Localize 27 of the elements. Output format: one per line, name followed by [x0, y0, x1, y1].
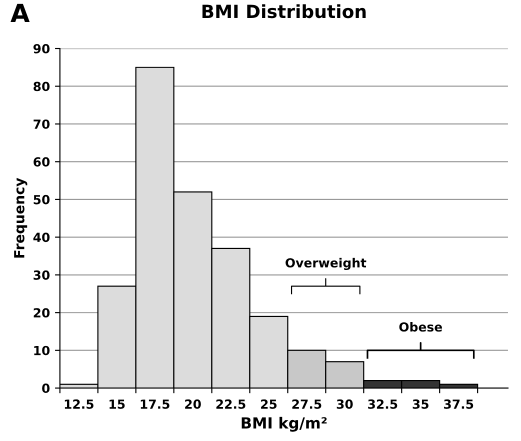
- text: A: [10, 4, 30, 22]
- y-tick-label: 20: [34, 308, 50, 318]
- x-tick-label: 15: [110, 400, 125, 409]
- y-tick-label: 40: [33, 232, 50, 242]
- y-tick-label: 80: [34, 82, 50, 92]
- x-tick-label: 32.5: [368, 399, 398, 409]
- y-tick-label: 10: [34, 346, 50, 356]
- y-axis-title: Frequency: [14, 178, 28, 258]
- annotation: Overweight: [286, 258, 366, 270]
- y-tick-label: 30: [34, 270, 50, 280]
- y-tick-label: 70: [34, 119, 50, 129]
- x-tick-label: 35: [412, 399, 428, 409]
- chart-title: BMI Distribution: [202, 4, 366, 18]
- x-tick-label: 30: [336, 399, 353, 409]
- annotation: Obese: [399, 322, 442, 332]
- x-tick-label: 27.5: [292, 399, 322, 409]
- x-tick-label: 25: [261, 399, 277, 409]
- y-tick-label: 0: [42, 384, 50, 394]
- y-tick-label: 50: [34, 194, 50, 204]
- x-axis-title: BMI kg/m²: [242, 416, 327, 432]
- x-tick-label: 17.5: [140, 400, 170, 409]
- y-tick-label: 60: [34, 157, 50, 167]
- y-tick-label: 90: [33, 44, 50, 54]
- x-tick-label: 37.5: [444, 399, 474, 409]
- x-tick-label: 12.5: [64, 399, 94, 409]
- x-tick-label: 22.5: [216, 399, 246, 409]
- x-tick-label: 20: [185, 399, 201, 409]
